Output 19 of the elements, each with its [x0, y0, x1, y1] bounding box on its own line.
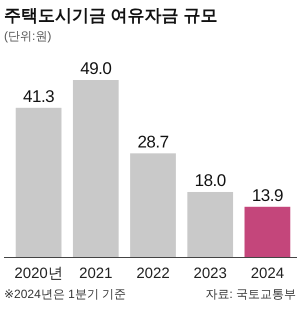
- bar: [72, 80, 119, 257]
- bar: [187, 192, 234, 257]
- data-label: 28.7: [137, 132, 169, 152]
- bar: [130, 153, 176, 257]
- x-tick-label: 2024: [250, 265, 284, 282]
- text: ※2024년은 1분기 기준: [4, 287, 126, 301]
- data-label: 13.9: [252, 186, 283, 205]
- bar: [16, 108, 62, 257]
- bar: [244, 206, 290, 257]
- data-label: 49.0: [80, 59, 112, 78]
- x-tick-label: 2021: [79, 265, 112, 282]
- chart-subtitle: (단위:원): [4, 29, 52, 43]
- x-tick-label: 2022: [136, 265, 170, 282]
- x-tick-label: 2020년: [14, 265, 63, 282]
- text: 자료: 국토교통부: [205, 287, 296, 301]
- chart-title: 주택도시기금 여유자금 규모: [4, 6, 218, 25]
- data-label: 41.3: [23, 86, 54, 106]
- x-tick-label: 2023: [194, 265, 227, 282]
- data-label: 18.0: [194, 170, 226, 190]
